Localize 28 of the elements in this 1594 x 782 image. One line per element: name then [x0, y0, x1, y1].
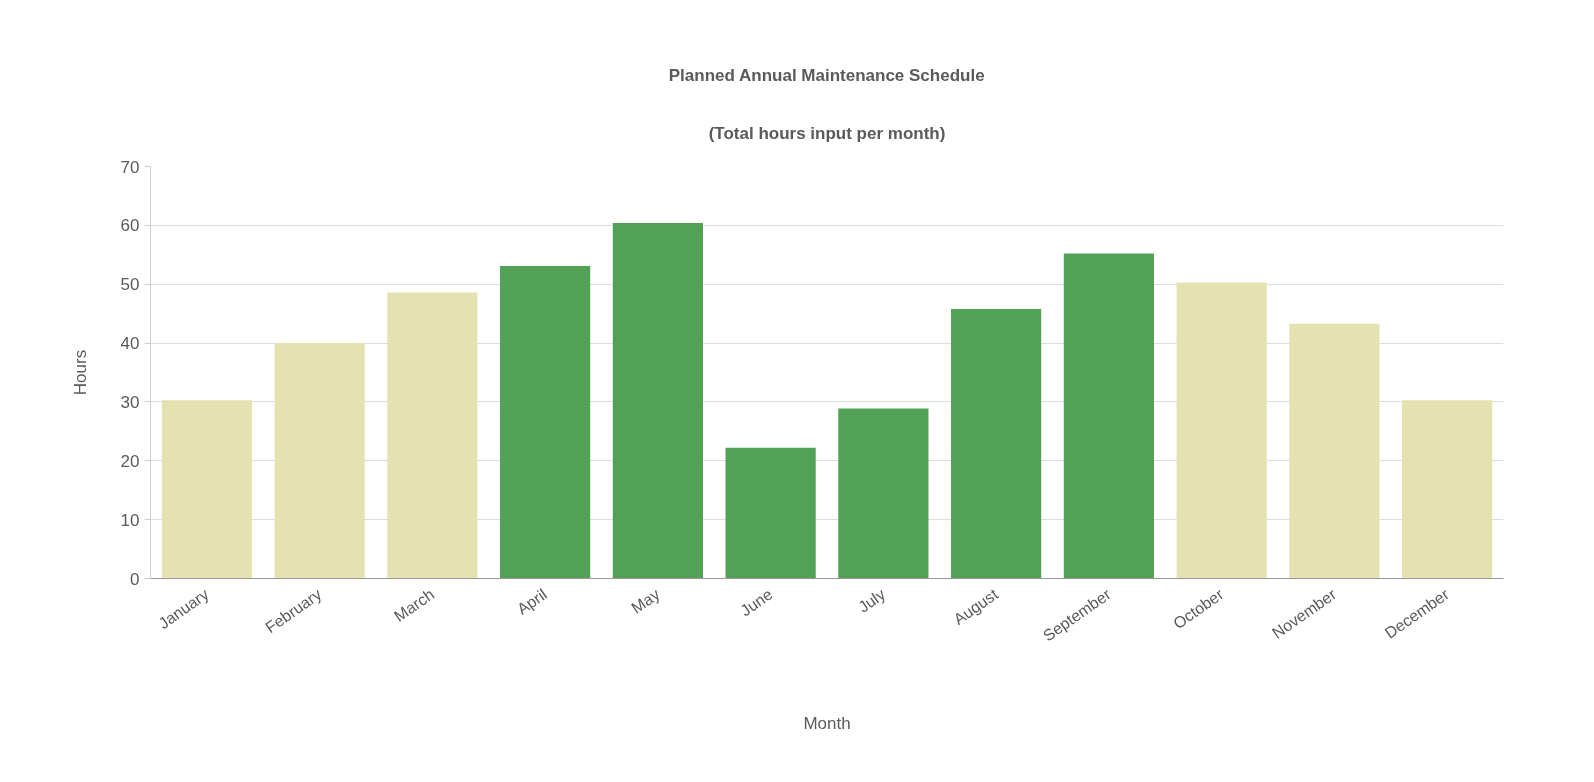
bar [1289, 323, 1380, 579]
bar [838, 408, 929, 579]
y-tick-label: 50 [120, 275, 140, 295]
y-tick-label: 40 [120, 334, 140, 354]
x-tick-label: April [514, 585, 551, 618]
bar [500, 265, 591, 579]
bar [387, 292, 478, 579]
bar [951, 308, 1042, 579]
bar [1063, 253, 1154, 579]
x-tick-label: June [737, 585, 776, 620]
bar [274, 343, 365, 579]
bar [1176, 282, 1267, 579]
bar [612, 223, 703, 579]
y-tick-label: 10 [120, 510, 140, 530]
bar [161, 400, 252, 579]
chart-subtitle: (Total hours input per month) [708, 123, 946, 143]
y-tick-label: 60 [120, 216, 140, 236]
x-tick-label: July [855, 585, 889, 616]
y-axis-title: Hours [70, 349, 90, 396]
y-tick-label: 20 [120, 451, 140, 471]
x-axis-title: Month [803, 714, 851, 734]
bar [1402, 400, 1493, 579]
x-tick-label: May [628, 585, 663, 617]
chart-title: Planned Annual Maintenance Schedule [668, 65, 985, 85]
y-tick-label: 0 [130, 569, 140, 589]
y-tick-label: 70 [120, 157, 140, 177]
y-tick-label: 30 [120, 392, 140, 412]
bar [725, 447, 816, 579]
